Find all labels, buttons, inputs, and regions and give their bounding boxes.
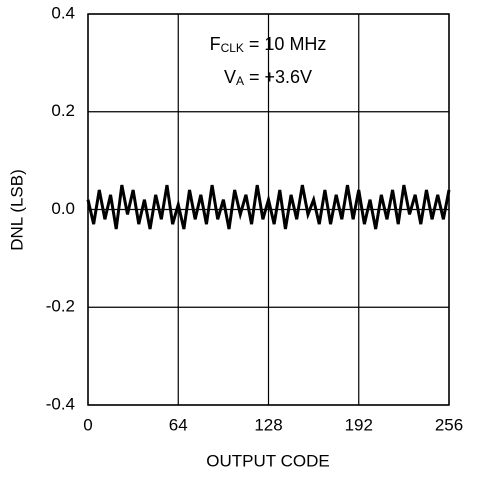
annotation: VA = +3.6V: [224, 67, 312, 88]
y-tick-label: 0.4: [51, 3, 75, 22]
annotation-rest: = 10 MHz: [244, 34, 327, 54]
x-tick-label: 0: [83, 415, 92, 434]
annotation-subscript: CLK: [221, 41, 244, 55]
annotation: FCLK = 10 MHz: [210, 34, 327, 55]
annotation-main: V: [224, 67, 236, 87]
x-tick-label: 64: [169, 415, 188, 434]
data-line: [86, 184, 451, 230]
annotation-rest: = +3.6V: [244, 67, 312, 87]
annotation-main: F: [210, 34, 221, 54]
y-tick-label: 0.2: [51, 101, 75, 120]
x-tick-label: 192: [345, 415, 373, 434]
y-tick-label: 0.0: [51, 199, 75, 218]
x-tick-label: 256: [435, 415, 463, 434]
y-tick-label: -0.2: [46, 297, 75, 316]
annotation-subscript: A: [236, 74, 244, 88]
y-axis-title: DNL (LSB): [7, 169, 26, 251]
x-tick-label: 128: [254, 415, 282, 434]
y-tick-label: -0.4: [46, 394, 75, 413]
x-axis-title: OUTPUT CODE: [206, 451, 329, 470]
